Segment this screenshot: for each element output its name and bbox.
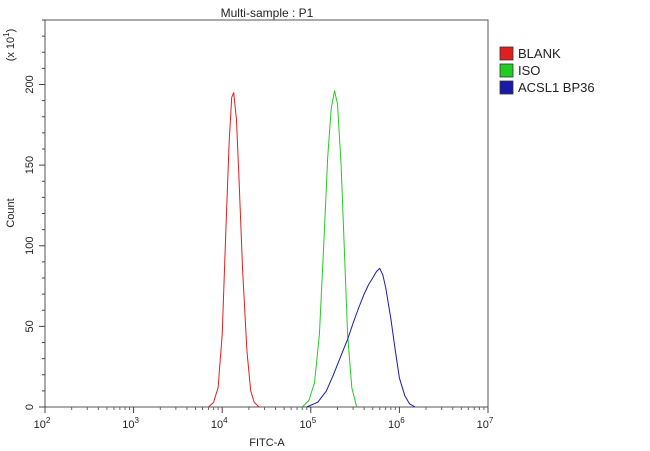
y-tick-label: 50 [24,320,36,332]
y-multiplier-close: ) [5,29,17,33]
x-tick-exp: 5 [312,416,317,425]
x-tick-label: 104 [211,416,228,431]
y-axis-multiplier: (x 101) [2,29,17,62]
legend-swatch [499,46,514,61]
legend-swatch [499,80,514,95]
x-tick-label: 105 [299,416,316,431]
x-tick-label: 103 [122,416,139,431]
x-tick-label: 107 [477,416,494,431]
y-tick-label: 200 [24,75,36,93]
y-multiplier-exp: 1 [2,32,11,37]
series-layer [208,90,416,408]
x-tick-exp: 2 [46,416,51,425]
x-tick-exp: 6 [400,416,405,425]
plot-area [44,19,489,408]
x-tick-base: 10 [299,419,311,431]
y-axis-label: Count [5,198,17,227]
series-line [301,90,358,408]
plot-frame [44,19,489,408]
legend-label: ISO [518,63,540,78]
x-axis-label: FITC-A [249,437,285,449]
y-tick-label: 0 [24,404,36,410]
series-line [208,92,260,408]
x-tick-exp: 7 [489,416,494,425]
x-tick-label: 106 [388,416,405,431]
x-tick-base: 10 [34,419,46,431]
legend: BLANK ISO ACSL1 BP36 [499,46,595,95]
x-tick-base: 10 [477,419,489,431]
x-tick-base: 10 [122,419,134,431]
y-axis: 0 50 100 150 200 [24,19,45,410]
legend-swatch [499,63,514,78]
y-tick-label: 100 [24,237,36,255]
x-tick-base: 10 [211,419,223,431]
chart-title: Multi-sample : P1 [221,6,314,20]
x-tick-base: 10 [388,419,400,431]
x-tick-exp: 4 [223,416,228,425]
x-tick-label: 102 [34,416,51,431]
legend-label: ACSL1 BP36 [518,80,595,95]
legend-label: BLANK [518,46,561,61]
y-multiplier-prefix: (x 10 [5,37,17,61]
x-axis: 102 103 104 105 106 107 [34,407,494,431]
x-tick-exp: 3 [134,416,139,425]
series-line [306,267,416,408]
y-tick-label: 150 [24,156,36,174]
